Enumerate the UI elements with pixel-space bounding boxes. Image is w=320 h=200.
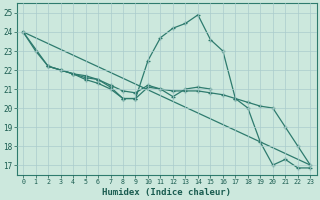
X-axis label: Humidex (Indice chaleur): Humidex (Indice chaleur) [102,188,231,197]
